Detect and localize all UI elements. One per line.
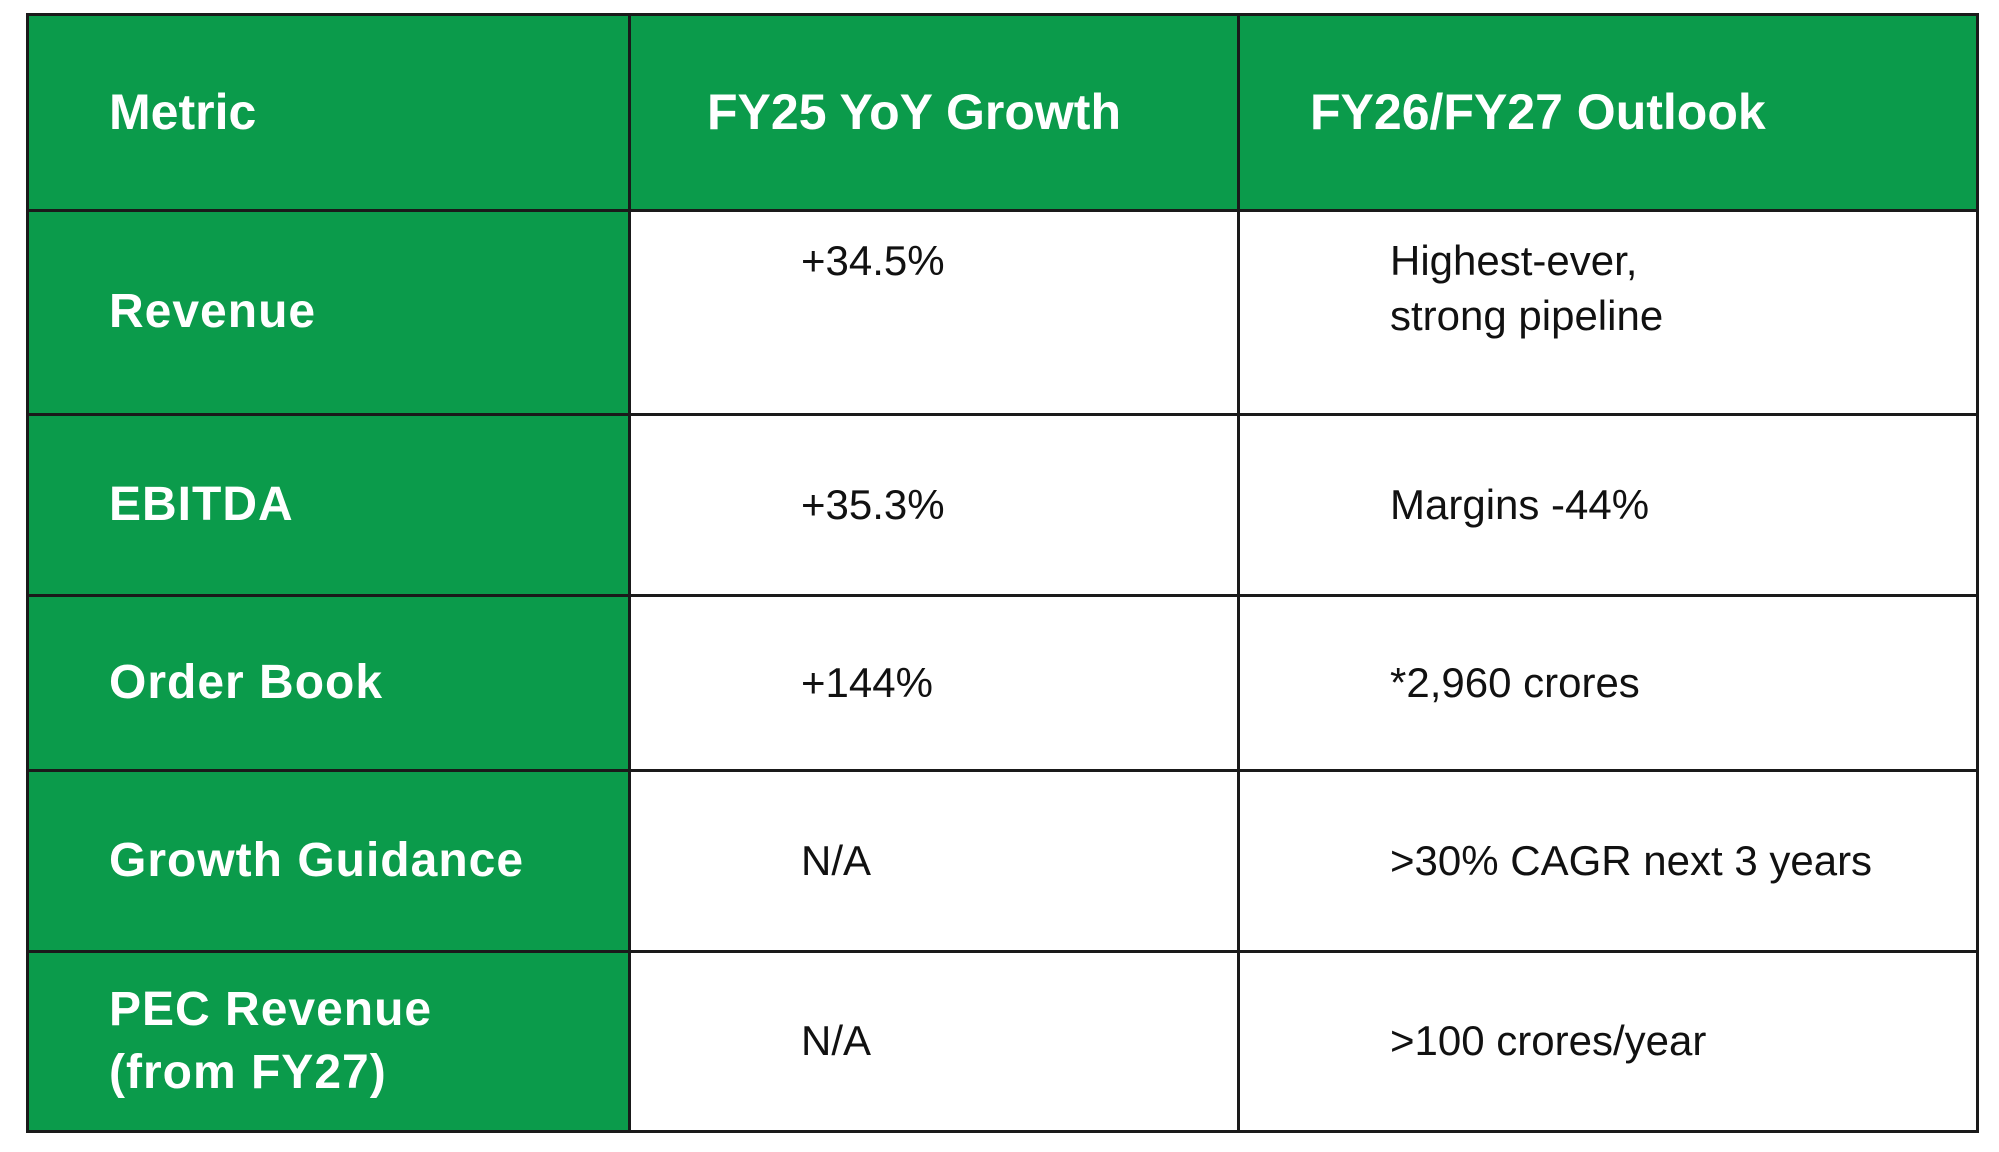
header-cell: Metric xyxy=(26,13,631,212)
cell: N/A xyxy=(628,950,1240,1133)
cell: N/A xyxy=(628,769,1240,953)
table-row: EBITDA +35.3% Margins -44% xyxy=(26,413,1979,597)
row-label: PEC Revenue (from FY27) xyxy=(26,950,631,1133)
cell: Margins -44% xyxy=(1237,413,1979,597)
row-label: Order Book xyxy=(26,594,631,772)
table-row: Revenue +34.5% Highest-ever, strong pipeli… xyxy=(26,209,1979,416)
row-label: Growth Guidance xyxy=(26,769,631,953)
table-row: PEC Revenue (from FY27) N/A >100 crores/ye… xyxy=(26,950,1979,1133)
cell: +35.3% xyxy=(628,413,1240,597)
table-row: Order Book +144% *2,960 crores xyxy=(26,594,1979,772)
cell: +34.5% xyxy=(628,209,1240,416)
metrics-table: Metric FY25 YoY Growth FY26/FY27 Outlook R… xyxy=(26,13,1979,1133)
row-label: Revenue xyxy=(26,209,631,416)
table-row: Growth Guidance N/A >30% CAGR next 3 years xyxy=(26,769,1979,953)
row-label: EBITDA xyxy=(26,413,631,597)
cell: >100 crores/year xyxy=(1237,950,1979,1133)
cell: >30% CAGR next 3 years xyxy=(1237,769,1979,953)
header-cell: FY25 YoY Growth xyxy=(628,13,1240,212)
cell: *2,960 crores xyxy=(1237,594,1979,772)
header-row: Metric FY25 YoY Growth FY26/FY27 Outlook xyxy=(26,13,1979,212)
header-cell: FY26/FY27 Outlook xyxy=(1237,13,1979,212)
cell: +144% xyxy=(628,594,1240,772)
table-body: Revenue +34.5% Highest-ever, strong pipeli… xyxy=(26,209,1979,1133)
cell: Highest-ever, strong pipeline xyxy=(1237,209,1979,416)
